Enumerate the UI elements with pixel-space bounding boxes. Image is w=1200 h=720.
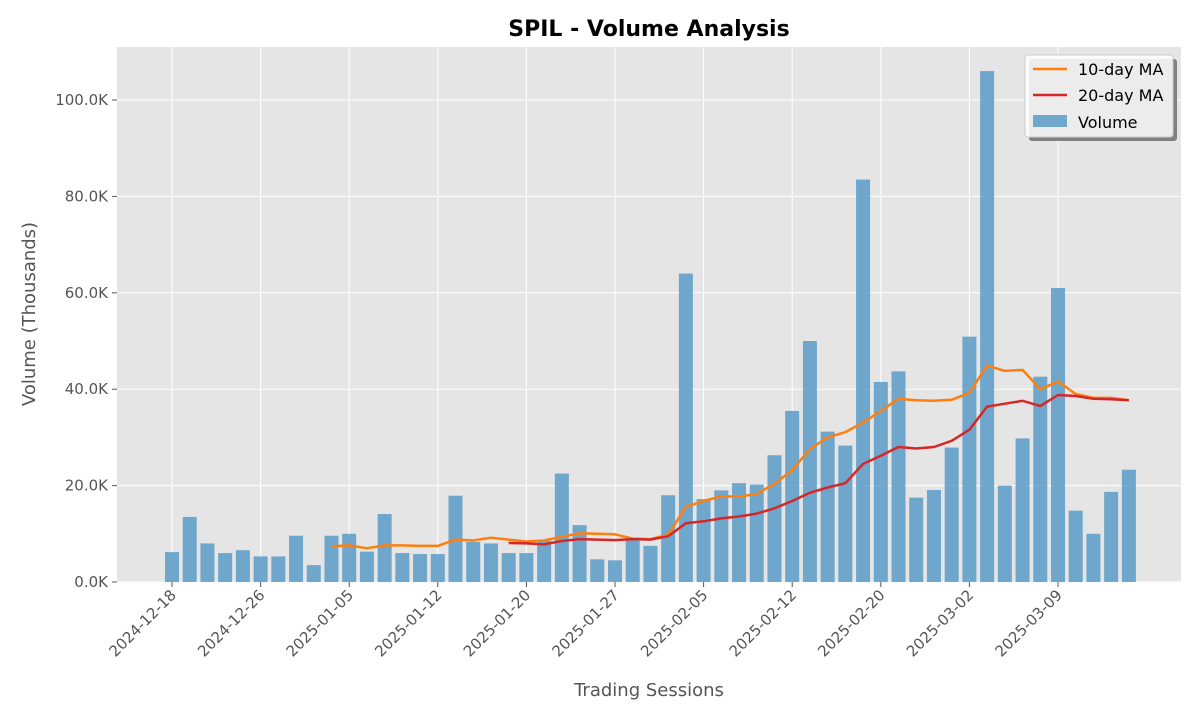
y-tick-label: 40.0K [65,380,109,398]
volume-bar [838,445,853,582]
volume-bar [537,540,552,582]
y-tick-label: 20.0K [65,477,109,495]
chart-title: SPIL - Volume Analysis [508,17,789,42]
volume-bar [182,516,197,582]
volume-bar [306,565,321,582]
volume-bar [1104,491,1119,582]
volume-bar [714,490,729,582]
ma20-line [508,393,1129,546]
x-tick-label: 2025-02-05 [637,586,711,660]
volume-bar [395,553,410,582]
y-tick-label: 80.0K [65,187,109,205]
volume-bar [785,410,800,582]
volume-bar [678,273,693,582]
volume-bar [253,556,268,582]
volume-bar [767,455,782,582]
y-axis-label: Volume (Thousands) [19,222,40,406]
legend: 10-day MA 20-day MA Volume [1024,54,1177,141]
moving-average-lines [331,364,1130,550]
volume-bar [289,535,304,582]
volume-bar [554,473,569,582]
volume-bar [1068,510,1083,582]
volume-bar [661,495,676,582]
x-tick-label: 2024-12-26 [194,586,268,660]
y-tick-label: 0.0K [74,573,109,591]
legend-label-volume: Volume [1078,113,1138,132]
volume-bar [218,553,233,582]
volume-bar [856,179,871,582]
x-tick-label: 2025-01-27 [548,586,622,660]
volume-bar [1033,376,1048,582]
volume-bar [802,341,817,582]
x-tick-label: 2025-02-12 [726,586,800,660]
volume-bar [1086,533,1101,582]
volume-bar [820,431,835,582]
legend-swatch-volume [1033,115,1067,127]
x-axis-ticks: 2024-12-18 2024-12-26 2025-01-05 2025-01-12… [105,582,1066,660]
volume-bar [590,559,605,582]
x-tick-label: 2025-01-05 [283,586,357,660]
volume-bar [625,539,640,582]
x-tick-label: 2024-12-18 [105,586,179,660]
volume-bar [962,336,977,582]
y-tick-label: 60.0K [65,284,109,302]
volume-bar [324,535,339,582]
volume-bar [235,550,250,582]
volume-bar [413,554,428,582]
volume-bar [732,483,747,582]
volume-bar [377,514,392,582]
volume-bar [873,381,888,582]
x-axis-label: Trading Sessions [573,680,724,701]
volume-bar [519,553,534,582]
volume-bar [696,499,711,582]
x-tick-label: 2025-01-20 [460,586,534,660]
volume-bar [165,552,179,582]
volume-bar [200,543,215,582]
volume-bar [909,497,924,582]
grid-lines [117,47,1181,583]
volume-bar [608,560,622,582]
volume-bar [891,371,906,582]
volume-bar [483,543,498,582]
volume-bar [980,71,995,583]
volume-bar [997,485,1012,582]
volume-bar [1051,287,1065,582]
volume-bar [359,551,374,582]
volume-bar [501,553,516,582]
volume-bar [342,533,357,582]
legend-label-ma20: 20-day MA [1078,86,1163,105]
y-axis-ticks: 0.0K 20.0K 40.0K 60.0K 80.0K 100.0K [55,91,117,591]
volume-bar [466,541,481,582]
legend-label-ma10: 10-day MA [1078,60,1163,79]
volume-bar [643,545,658,582]
x-tick-label: 2025-02-20 [814,586,888,660]
x-tick-label: 2025-01-12 [371,586,445,660]
volume-bar [749,484,764,582]
volume-bar [1015,438,1030,582]
x-tick-label: 2025-03-02 [903,586,977,660]
x-tick-label: 2025-03-09 [991,586,1065,660]
volume-bar [271,556,286,582]
volume-bar [1121,469,1136,582]
ma10-line [331,364,1130,550]
volume-bar [926,489,941,582]
volume-bar [430,554,445,582]
y-tick-label: 100.0K [55,91,109,109]
volume-bars [165,71,1136,583]
volume-bar [944,447,959,582]
